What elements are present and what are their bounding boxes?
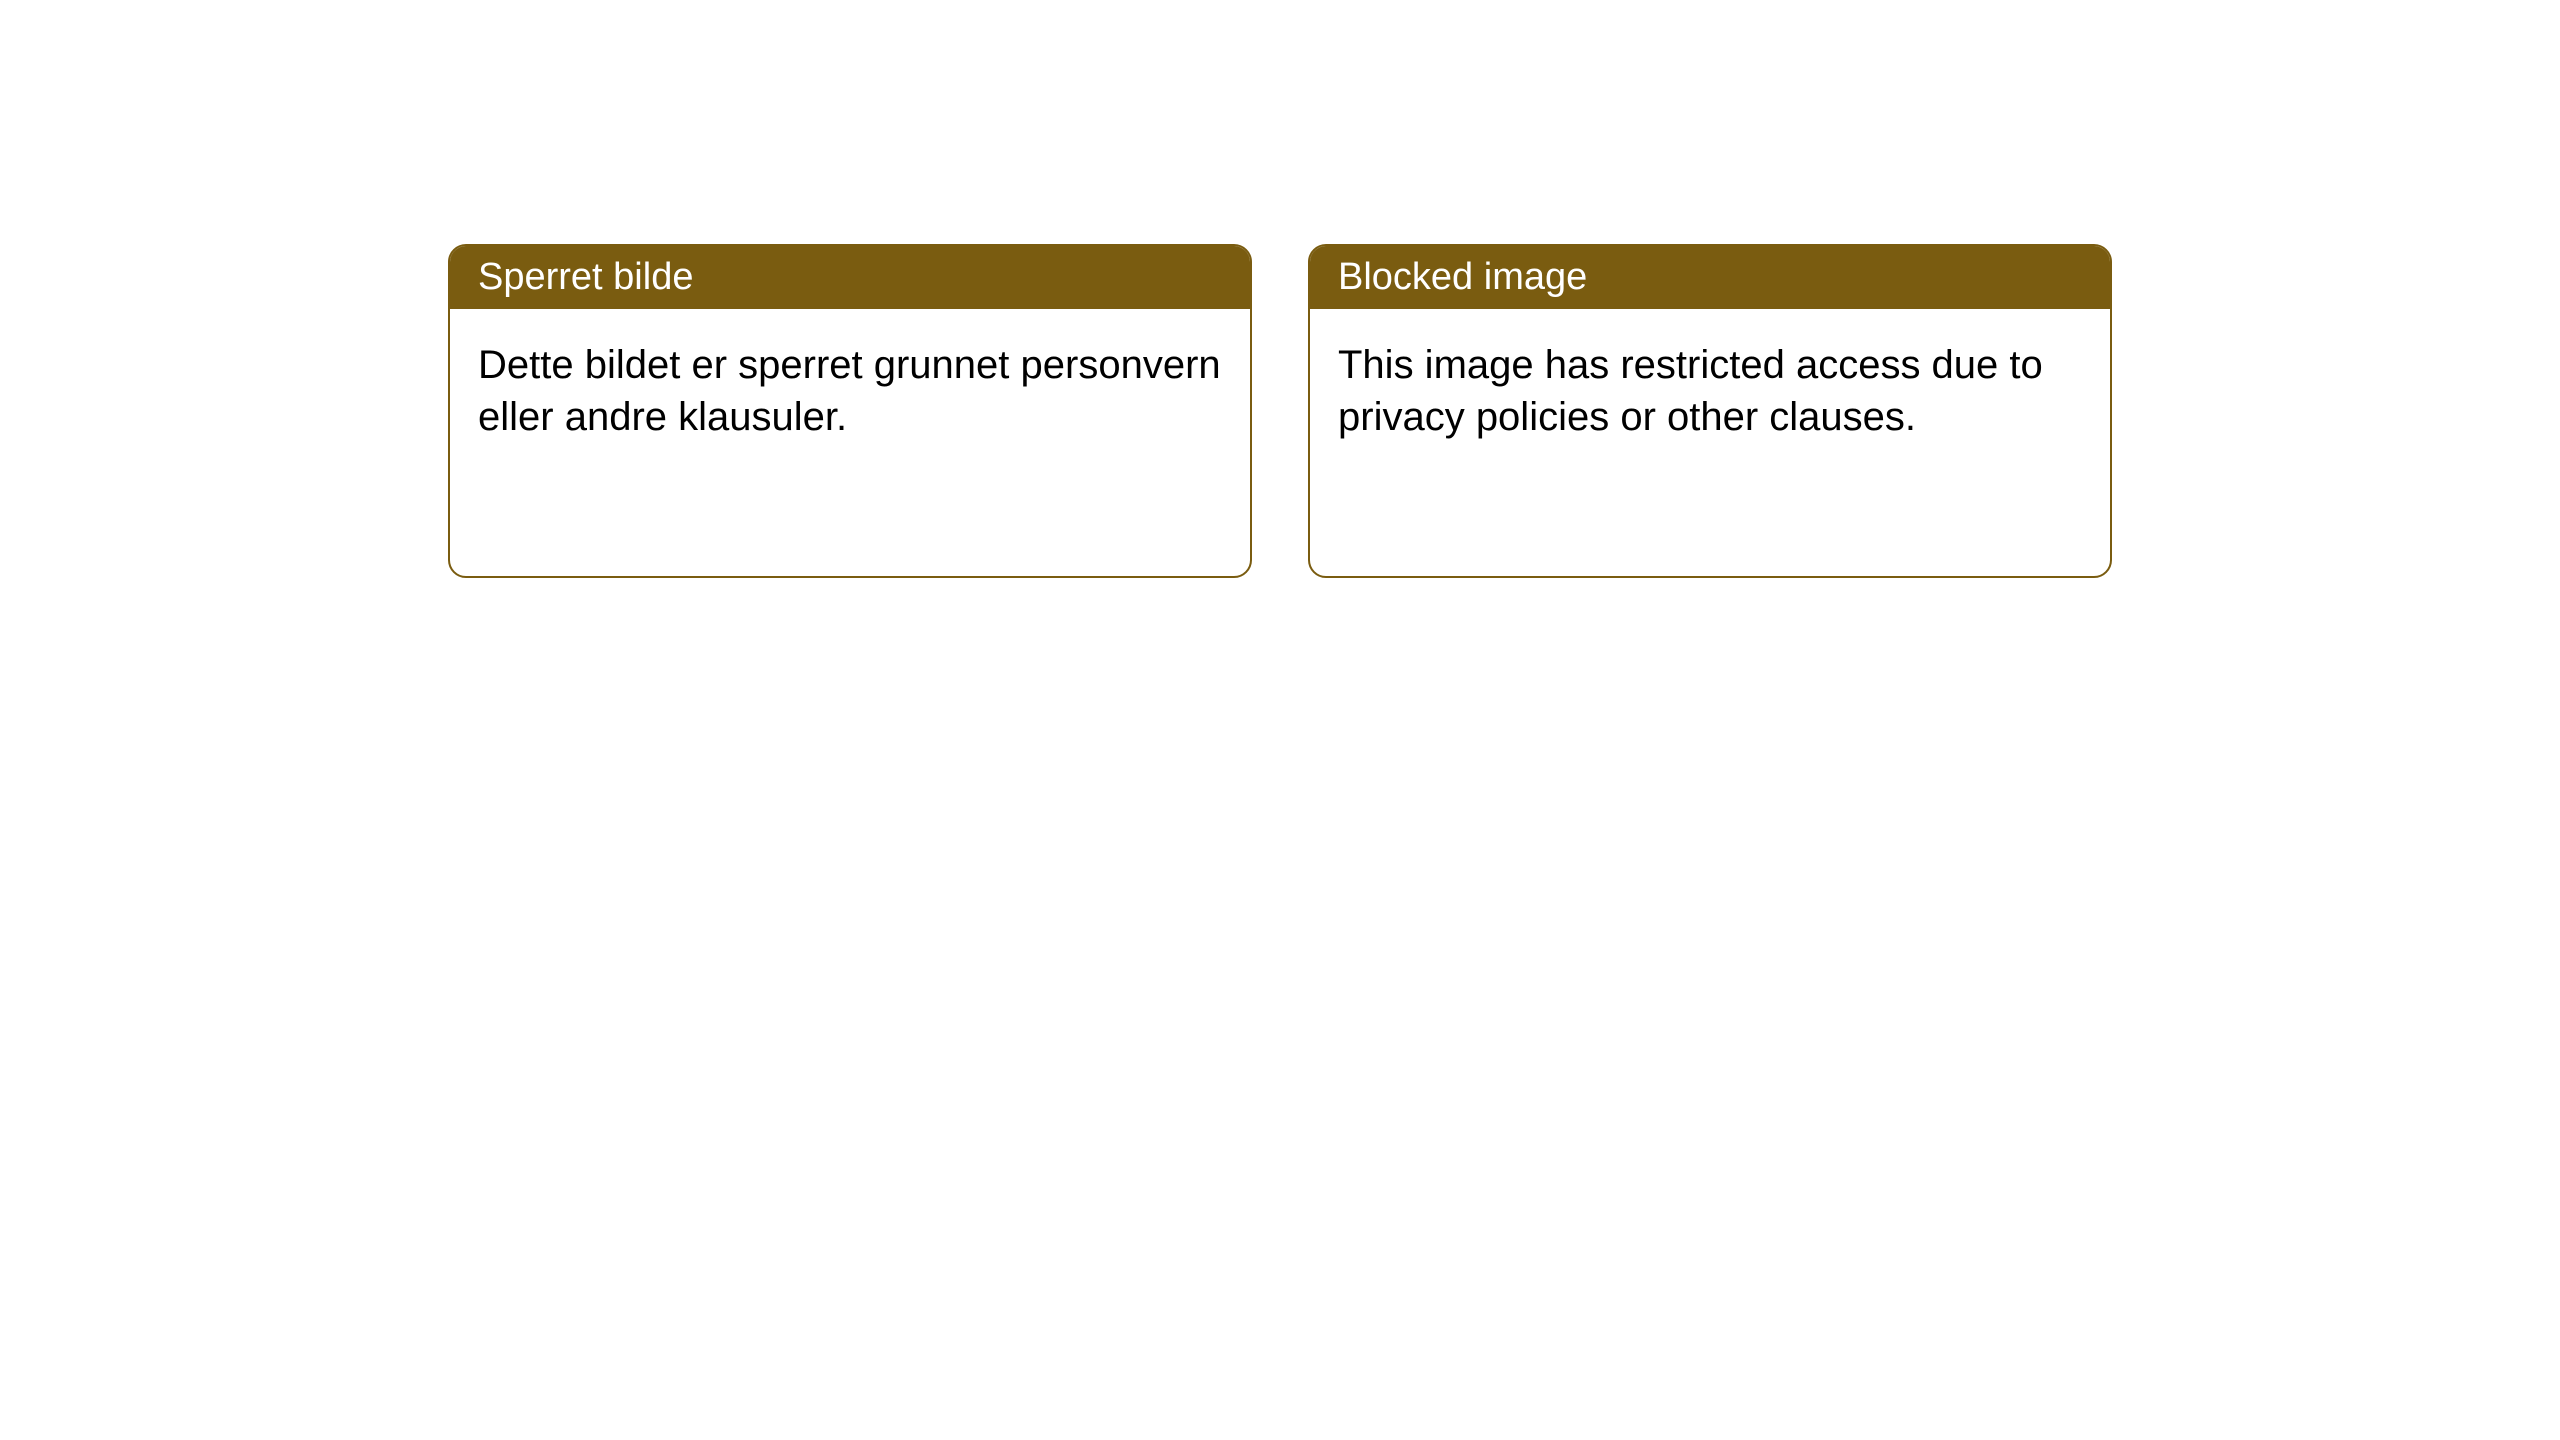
card-message: Dette bildet er sperret grunnet personve… [478, 343, 1221, 439]
card-message: This image has restricted access due to … [1338, 343, 2043, 439]
card-container: Sperret bilde Dette bildet er sperret gr… [0, 0, 2560, 578]
blocked-image-card-en: Blocked image This image has restricted … [1308, 244, 2112, 578]
card-header: Sperret bilde [450, 246, 1250, 309]
card-body: Dette bildet er sperret grunnet personve… [450, 309, 1250, 473]
card-body: This image has restricted access due to … [1310, 309, 2110, 473]
blocked-image-card-no: Sperret bilde Dette bildet er sperret gr… [448, 244, 1252, 578]
card-header: Blocked image [1310, 246, 2110, 309]
card-title: Sperret bilde [478, 256, 693, 298]
card-title: Blocked image [1338, 256, 1587, 298]
